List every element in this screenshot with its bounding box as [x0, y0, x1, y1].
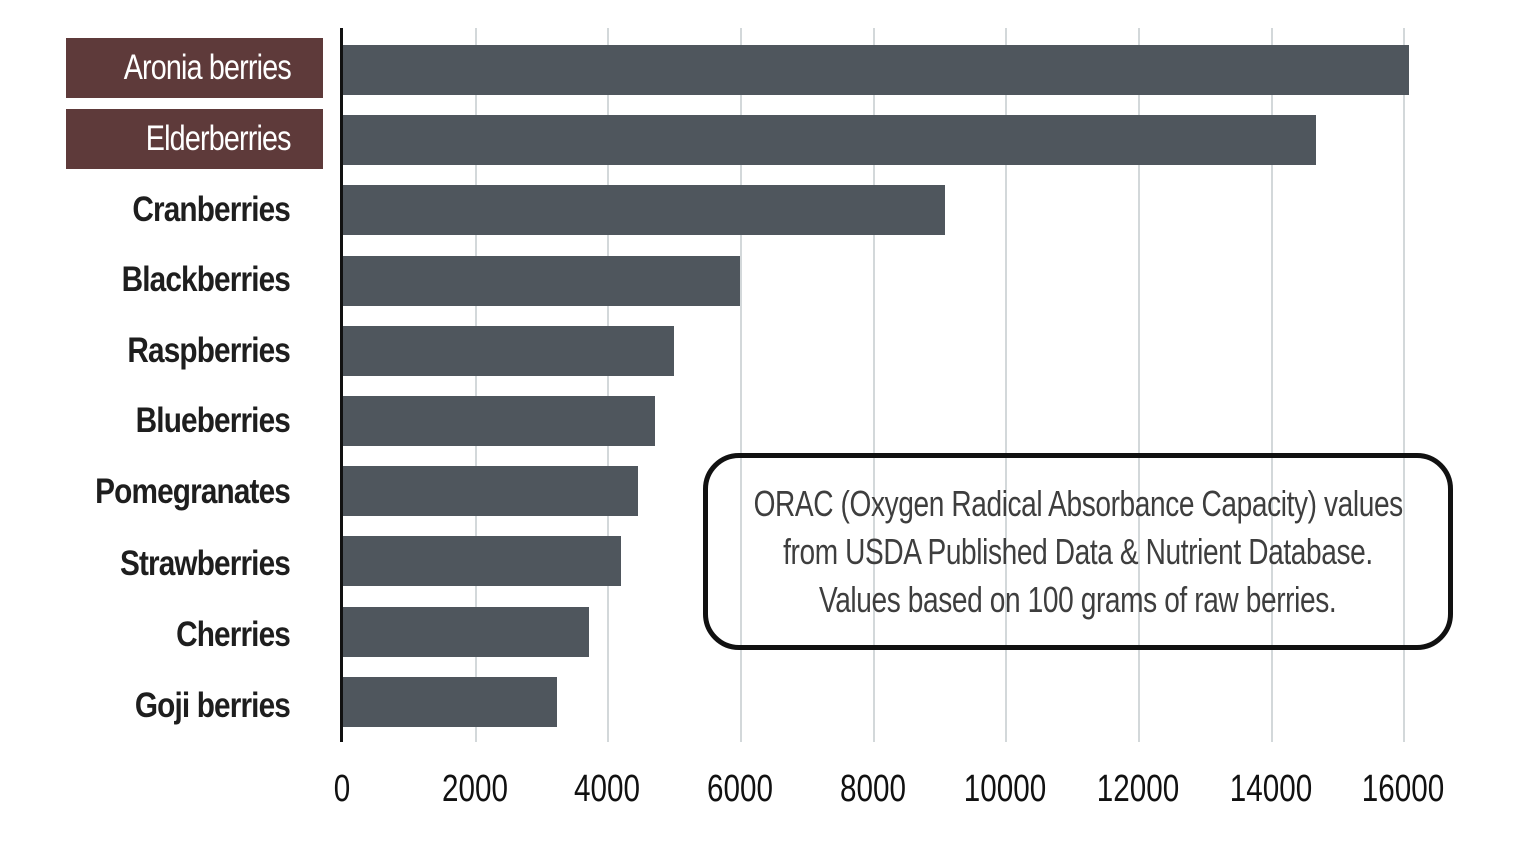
bar-goji: [343, 677, 557, 727]
x-tick: 6000: [707, 768, 773, 810]
bar-strawberries: [343, 536, 621, 586]
gridline-4000: [607, 28, 609, 742]
category-label-aronia: Aronia berries: [66, 38, 323, 98]
category-label-cranberries: Cranberries: [132, 190, 291, 229]
category-label-strawberries: Strawberries: [119, 544, 291, 583]
annotation-line: from USDA Published Data & Nutrient Data…: [783, 530, 1373, 572]
bar-cranberries: [343, 185, 945, 235]
bar-pomegranates: [343, 466, 638, 516]
bar-cherries: [343, 607, 589, 657]
category-label-pomegranates: Pomegranates: [95, 472, 291, 511]
x-tick: 14000: [1229, 768, 1313, 810]
annotation-line: Values based on 100 grams of raw berries…: [819, 578, 1337, 620]
x-tick: 10000: [963, 768, 1047, 810]
bar-elderberries: [343, 115, 1316, 165]
x-tick: 12000: [1096, 768, 1180, 810]
x-tick: 8000: [840, 768, 906, 810]
category-label-raspberries: Raspberries: [127, 331, 290, 370]
bar-blueberries: [343, 396, 655, 446]
gridline-12000: [1138, 28, 1140, 742]
x-tick: 4000: [574, 768, 640, 810]
annotation-box: ORAC (Oxygen Radical Absorbance Capacity…: [703, 453, 1453, 650]
category-label-cherries: Cherries: [176, 615, 291, 654]
gridline-6000: [740, 28, 742, 742]
y-axis-line: [340, 28, 343, 742]
gridline-16000: [1403, 28, 1405, 742]
bar-aronia: [343, 45, 1409, 95]
gridline-2000: [475, 28, 477, 742]
x-tick: 0: [333, 768, 351, 810]
x-tick: 2000: [442, 768, 508, 810]
gridline-10000: [1005, 28, 1007, 742]
gridline-14000: [1271, 28, 1273, 742]
category-label-blackberries: Blackberries: [121, 260, 291, 299]
x-tick: 16000: [1361, 768, 1445, 810]
annotation-line: ORAC (Oxygen Radical Absorbance Capacity…: [753, 482, 1403, 524]
category-label-blueberries: Blueberries: [135, 401, 291, 440]
bar-blackberries: [343, 256, 740, 306]
bar-raspberries: [343, 326, 674, 376]
category-label-goji: Goji berries: [134, 686, 291, 725]
category-label-elderberries: Elderberries: [66, 109, 323, 169]
gridline-8000: [873, 28, 875, 742]
